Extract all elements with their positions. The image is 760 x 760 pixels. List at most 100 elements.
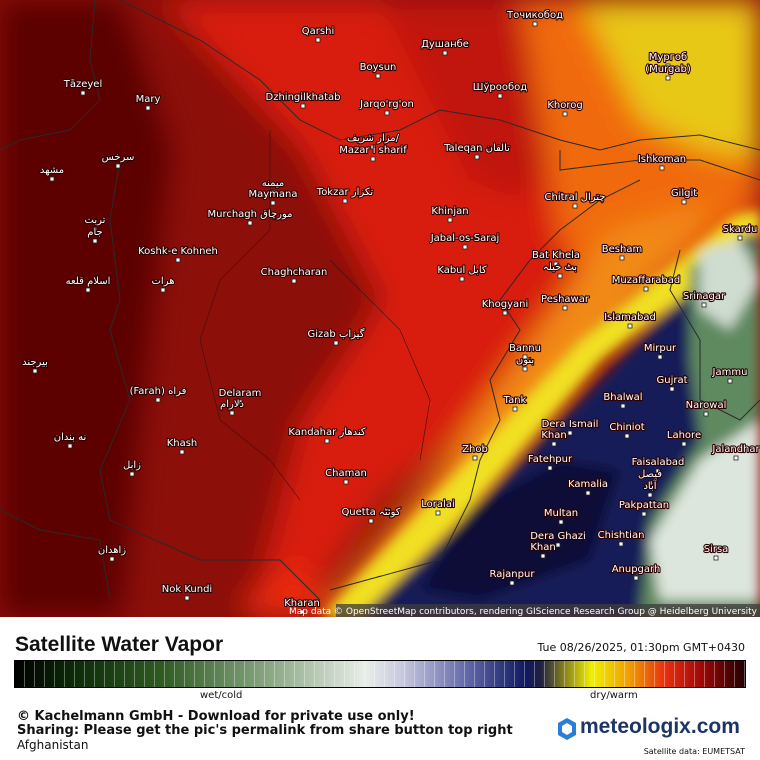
place-label: Душанбе — [421, 39, 469, 50]
place-label: Kandahar کندهار — [288, 427, 366, 438]
place-marker — [291, 278, 297, 284]
place-marker — [681, 441, 687, 447]
place-label: Qarshi — [302, 26, 334, 37]
place-marker — [80, 90, 86, 96]
place-marker — [333, 340, 339, 346]
place-marker — [585, 490, 591, 496]
place-label: Koshk-e Kohneh — [138, 246, 218, 257]
place-marker — [370, 156, 376, 162]
place-label: Islamabad — [604, 312, 656, 323]
place-marker — [540, 553, 546, 559]
timestamp: Tue 08/26/2025, 01:30pm GMT+0430 — [537, 641, 745, 654]
copyright: © Kachelmann GmbH - Download for private… — [17, 709, 415, 724]
place-marker — [641, 511, 647, 517]
place-marker — [633, 575, 639, 581]
place-label: Bannu — [509, 343, 541, 354]
place-label: Muzaffarabad — [612, 275, 680, 286]
place-marker — [562, 305, 568, 311]
place-marker — [109, 556, 115, 562]
place-label: Pakpattan — [619, 500, 669, 511]
place-marker — [459, 276, 465, 282]
place-label: Srinagar — [683, 291, 726, 302]
place-marker — [655, 468, 661, 474]
place-marker — [532, 21, 538, 27]
place-marker — [92, 226, 98, 232]
place-marker — [384, 110, 390, 116]
place-marker — [229, 410, 235, 416]
place-marker — [713, 555, 719, 561]
place-marker — [370, 144, 376, 150]
place-label: Dera Ghazi — [530, 531, 586, 542]
place-marker — [462, 244, 468, 250]
place-marker — [32, 368, 38, 374]
place-marker — [555, 542, 561, 548]
place-label: هرات — [152, 276, 175, 287]
place-marker — [175, 257, 181, 263]
place-label: Multan — [544, 508, 578, 519]
title: Satellite Water Vapor — [15, 633, 224, 656]
place-label: Nok Kundi — [162, 584, 212, 595]
place-marker — [627, 323, 633, 329]
place-label: Gilgit — [671, 188, 697, 199]
place-marker — [270, 200, 276, 206]
place-label: Gujrat — [656, 375, 687, 386]
place-label: Chaghcharan — [261, 267, 328, 278]
place-marker — [567, 430, 573, 436]
place-label: Chiniot — [609, 422, 644, 433]
place-label: Точикобод — [506, 10, 563, 21]
place-label: Peshawar — [541, 294, 590, 305]
place-label: Faisalabad — [632, 457, 685, 468]
place-label: Rajanpur — [490, 569, 536, 580]
place-label: Murchagh مورچاق — [207, 209, 292, 220]
place-label: Mazar i sharif — [339, 145, 407, 156]
place-marker — [474, 154, 480, 160]
place-marker — [155, 397, 161, 403]
place-label: Kharan — [284, 598, 320, 609]
place-marker — [659, 165, 665, 171]
place-label: Gizab گیزاب — [308, 328, 365, 340]
place-label: Mary — [136, 94, 161, 105]
place-marker — [85, 287, 91, 293]
place-label: (Farah) فراه — [130, 386, 187, 397]
place-marker — [237, 399, 243, 405]
place-marker — [733, 455, 739, 461]
place-marker — [669, 386, 675, 392]
place-marker — [701, 302, 707, 308]
place-label: Besham — [602, 244, 642, 255]
place-marker — [342, 198, 348, 204]
place-label: Khan — [541, 430, 566, 441]
place-label: سرخس — [102, 152, 135, 163]
place-label: Jabal-os-Saraj — [430, 233, 500, 244]
place-label: Jalandhar — [711, 444, 760, 455]
place-label: Zhob — [462, 444, 488, 455]
place-marker — [92, 238, 98, 244]
place-marker — [300, 103, 306, 109]
place-label: Jarqo'rg'on — [359, 99, 414, 110]
place-marker — [557, 273, 563, 279]
place-label: مشهد — [40, 165, 64, 176]
place-label: Narowal — [686, 400, 727, 411]
region: Afghanistan — [17, 738, 89, 752]
place-marker — [553, 261, 559, 267]
place-marker — [497, 93, 503, 99]
place-marker — [647, 480, 653, 486]
place-marker — [442, 50, 448, 56]
place-marker — [572, 203, 578, 209]
place-marker — [502, 310, 508, 316]
place-label: Tāzeyel — [63, 79, 103, 90]
place-marker — [618, 541, 624, 547]
place-label: Lahore — [667, 430, 701, 441]
place-label: مزار شریف/ — [347, 133, 400, 144]
color-scale — [14, 660, 746, 688]
data-source: Satellite data: EUMETSAT — [643, 747, 745, 756]
place-label: بنوں — [516, 355, 534, 366]
place-label: Kamalia — [568, 479, 608, 490]
place-marker — [547, 465, 553, 471]
borders — [0, 0, 760, 601]
place-label: Fatehpur — [528, 454, 573, 465]
place-label: Loralai — [421, 499, 454, 510]
place-label: زاهدان — [98, 545, 126, 556]
place-label: Mirpur — [644, 343, 677, 354]
place-label: بٹ خیلہ — [543, 262, 577, 273]
logo[interactable]: meteologix.com — [580, 715, 740, 738]
